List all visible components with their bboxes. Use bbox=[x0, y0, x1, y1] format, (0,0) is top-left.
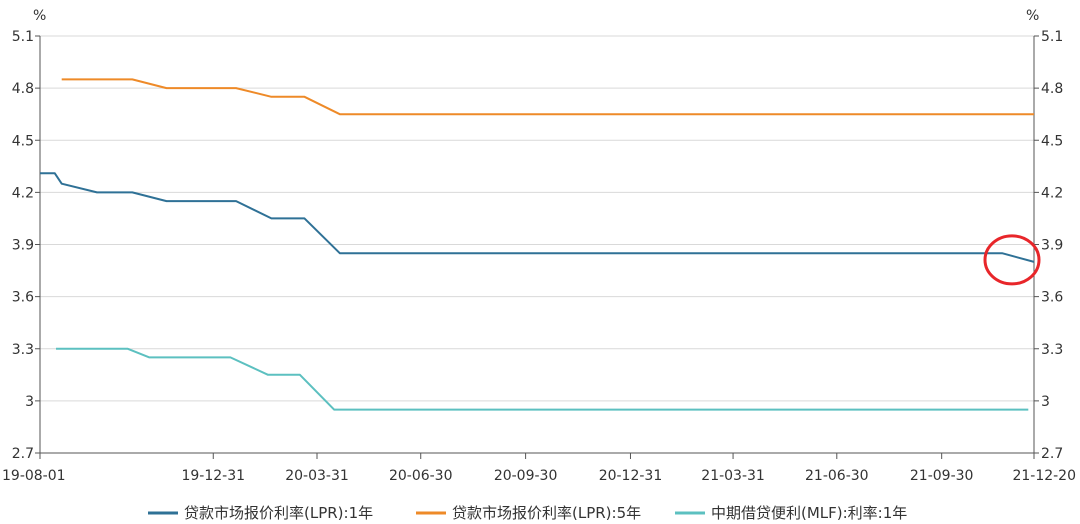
y-tick-label-right: 4.8 bbox=[1041, 81, 1063, 97]
y-tick-label-left: 4.8 bbox=[12, 81, 34, 97]
gridlines bbox=[40, 35, 1034, 402]
x-tick-label: 19-08-01 bbox=[2, 468, 66, 484]
legend: 贷款市场报价利率(LPR):1年 贷款市场报价利率(LPR):5年 中期借贷便利(M… bbox=[148, 504, 907, 522]
x-tick-label: 20-06-30 bbox=[389, 468, 453, 484]
y-tick-label-left: 2.7 bbox=[12, 446, 34, 462]
y-tick-label-left: 3 bbox=[25, 394, 34, 410]
legend-label-2: 贷款市场报价利率(LPR):5年 bbox=[452, 504, 641, 522]
x-tick-label: 21-09-30 bbox=[910, 468, 974, 484]
highlight-circle bbox=[983, 234, 1041, 286]
x-tick-labels: 19-08-01 19-12-31 20-03-31 20-06-30 20-09-30… bbox=[2, 453, 1076, 484]
series-lines bbox=[40, 78, 1035, 411]
y-tick-labels: 5.1 5.1 4.8 4.8 4.5 4.5 4.2 4.2 3.9 3.9 3.6 3.6 3.3 3… bbox=[12, 29, 1064, 462]
y-tick-label-right: 3 bbox=[1041, 394, 1050, 410]
y-tick-label-right: 4.5 bbox=[1041, 133, 1063, 149]
x-tick-label: 20-03-31 bbox=[285, 468, 349, 484]
y-tick-label-right: 4.2 bbox=[1041, 185, 1063, 201]
x-tick-label: 20-09-30 bbox=[494, 468, 558, 484]
series-line-2 bbox=[61, 78, 1034, 116]
y-tick-label-right: 3.6 bbox=[1041, 290, 1063, 306]
x-tick-label: 21-12-20 bbox=[1012, 468, 1076, 484]
x-tick-label: 20-12-31 bbox=[599, 468, 663, 484]
y-tick-label-left: 4.2 bbox=[12, 185, 34, 201]
y-tick-label-left: 3.3 bbox=[12, 342, 34, 358]
x-tick-label: 19-12-31 bbox=[181, 468, 245, 484]
y-tick-label-right: 2.7 bbox=[1041, 446, 1063, 462]
legend-label-1: 贷款市场报价利率(LPR):1年 bbox=[184, 504, 373, 522]
left-unit-label: % bbox=[33, 8, 46, 24]
annotations bbox=[983, 234, 1041, 286]
y-tick-label-right: 3.9 bbox=[1041, 238, 1063, 254]
y-tick-label-right: 5.1 bbox=[1041, 29, 1063, 45]
y-tick-label-left: 5.1 bbox=[12, 29, 34, 45]
right-unit-label: % bbox=[1026, 8, 1039, 24]
series-line-3 bbox=[56, 347, 1029, 411]
y-tick-label-right: 3.3 bbox=[1041, 342, 1063, 358]
series-line-1 bbox=[40, 172, 1035, 263]
y-tick-label-left: 3.6 bbox=[12, 290, 34, 306]
y-tick-label-left: 3.9 bbox=[12, 238, 34, 254]
y-tick-label-left: 4.5 bbox=[12, 133, 34, 149]
legend-label-3: 中期借贷便利(MLF):利率:1年 bbox=[711, 504, 907, 522]
x-tick-label: 21-06-30 bbox=[805, 468, 869, 484]
x-tick-label: 21-03-31 bbox=[701, 468, 765, 484]
